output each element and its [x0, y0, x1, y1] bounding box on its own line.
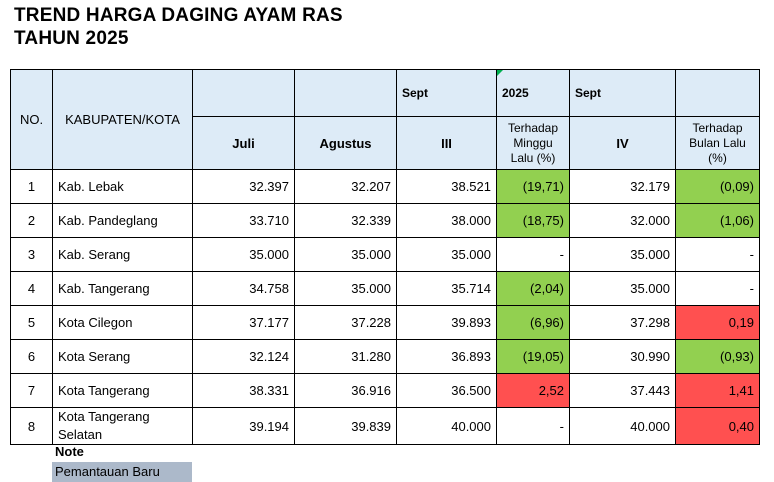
- row-week3: 35.000: [396, 237, 497, 272]
- row-week4: 37.298: [569, 305, 676, 340]
- row-change-month: (0,93): [675, 339, 760, 374]
- note-label: Note: [55, 444, 84, 459]
- row-change-month: (1,06): [675, 203, 760, 238]
- row-name: Kab. Serang: [52, 237, 193, 272]
- row-change-month: 0,19: [675, 305, 760, 340]
- row-week3: 40.000: [396, 407, 497, 445]
- row-agustus: 36.916: [294, 373, 397, 408]
- row-change-week: -: [496, 237, 570, 272]
- row-agustus: 32.207: [294, 169, 397, 204]
- row-agustus: 31.280: [294, 339, 397, 374]
- row-agustus: 39.839: [294, 407, 397, 445]
- row-change-month: -: [675, 271, 760, 306]
- row-no: 6: [10, 339, 53, 374]
- row-juli: 35.000: [192, 237, 295, 272]
- header-empty-cell: [192, 69, 295, 117]
- row-name: Kab. Lebak: [52, 169, 193, 204]
- row-no: 2: [10, 203, 53, 238]
- row-week3: 35.714: [396, 271, 497, 306]
- row-name: Kota Tangerang: [52, 373, 193, 408]
- row-name: Kota Cilegon: [52, 305, 193, 340]
- row-week3: 39.893: [396, 305, 497, 340]
- row-week4: 32.000: [569, 203, 676, 238]
- row-change-month: 1,41: [675, 373, 760, 408]
- row-no: 5: [10, 305, 53, 340]
- header-change-month: Terhadap Bulan Lalu (%): [675, 116, 760, 170]
- table-row: 5 Kota Cilegon 37.177 37.228 39.893 (6,9…: [10, 305, 760, 340]
- row-juli: 37.177: [192, 305, 295, 340]
- page-subtitle: TAHUN 2025: [14, 28, 129, 49]
- row-juli: 32.397: [192, 169, 295, 204]
- row-change-week: -: [496, 407, 570, 445]
- header-year: 2025: [496, 69, 570, 117]
- row-change-week: (19,71): [496, 169, 570, 204]
- page-title: TREND HARGA DAGING AYAM RAS: [14, 5, 343, 26]
- header-sept-week3: Sept: [396, 69, 497, 117]
- row-change-week: (19,05): [496, 339, 570, 374]
- table-row: 1 Kab. Lebak 32.397 32.207 38.521 (19,71…: [10, 169, 760, 204]
- table-row: 2 Kab. Pandeglang 33.710 32.339 38.000 (…: [10, 203, 760, 238]
- row-name: Kab. Tangerang: [52, 271, 193, 306]
- row-change-month: -: [675, 237, 760, 272]
- row-no: 8: [10, 407, 53, 445]
- row-name: Kab. Pandeglang: [52, 203, 193, 238]
- row-week4: 37.443: [569, 373, 676, 408]
- row-agustus: 37.228: [294, 305, 397, 340]
- row-no: 7: [10, 373, 53, 408]
- note-legend-new-monitoring: Pemantauan Baru: [52, 462, 192, 482]
- header-no: NO.: [10, 69, 53, 170]
- header-kabupaten: KABUPATEN/KOTA: [52, 69, 193, 170]
- row-change-week: (2,04): [496, 271, 570, 306]
- price-table: NO. KABUPATEN/KOTA Sept 2025 Sept Juli A…: [10, 69, 760, 445]
- row-week4: 35.000: [569, 271, 676, 306]
- row-week3: 38.521: [396, 169, 497, 204]
- header-juli: Juli: [192, 116, 295, 170]
- header-empty-cell: [294, 69, 397, 117]
- row-juli: 33.710: [192, 203, 295, 238]
- row-juli: 32.124: [192, 339, 295, 374]
- row-agustus: 32.339: [294, 203, 397, 238]
- row-agustus: 35.000: [294, 271, 397, 306]
- table-row: 6 Kota Serang 32.124 31.280 36.893 (19,0…: [10, 339, 760, 374]
- row-no: 4: [10, 271, 53, 306]
- header-sept-week4: Sept: [569, 69, 676, 117]
- header-change-week: Terhadap Minggu Lalu (%): [496, 116, 570, 170]
- row-agustus: 35.000: [294, 237, 397, 272]
- header-week4: IV: [569, 116, 676, 170]
- row-no: 1: [10, 169, 53, 204]
- row-week4: 40.000: [569, 407, 676, 445]
- table-row: 3 Kab. Serang 35.000 35.000 35.000 - 35.…: [10, 237, 760, 272]
- header-week3: III: [396, 116, 497, 170]
- row-week4: 35.000: [569, 237, 676, 272]
- row-week3: 36.893: [396, 339, 497, 374]
- header-agustus: Agustus: [294, 116, 397, 170]
- table-row: 8 Kota Tangerang Selatan 39.194 39.839 4…: [10, 407, 760, 445]
- header-empty-cell: [675, 69, 760, 117]
- row-week3: 36.500: [396, 373, 497, 408]
- row-change-week: 2,52: [496, 373, 570, 408]
- row-juli: 39.194: [192, 407, 295, 445]
- row-change-week: (18,75): [496, 203, 570, 238]
- row-name: Kota Serang: [52, 339, 193, 374]
- row-no: 3: [10, 237, 53, 272]
- row-week3: 38.000: [396, 203, 497, 238]
- table-row: 7 Kota Tangerang 38.331 36.916 36.500 2,…: [10, 373, 760, 408]
- row-juli: 34.758: [192, 271, 295, 306]
- table-row: 4 Kab. Tangerang 34.758 35.000 35.714 (2…: [10, 271, 760, 306]
- row-juli: 38.331: [192, 373, 295, 408]
- row-name: Kota Tangerang Selatan: [52, 407, 193, 445]
- row-change-week: (6,96): [496, 305, 570, 340]
- row-week4: 32.179: [569, 169, 676, 204]
- row-week4: 30.990: [569, 339, 676, 374]
- row-change-month: 0,40: [675, 407, 760, 445]
- row-change-month: (0,09): [675, 169, 760, 204]
